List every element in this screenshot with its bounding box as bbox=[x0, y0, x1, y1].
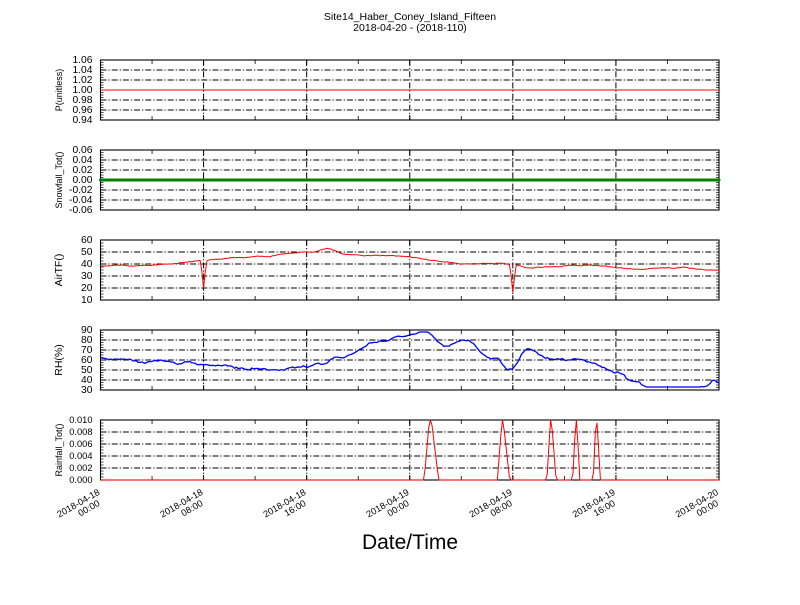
svg-text:2018-04-20 - (2018-110): 2018-04-20 - (2018-110) bbox=[353, 22, 467, 34]
svg-text:20: 20 bbox=[81, 283, 93, 294]
svg-text:30: 30 bbox=[81, 385, 93, 396]
svg-text:0.002: 0.002 bbox=[69, 463, 92, 473]
svg-text:RH(%): RH(%) bbox=[53, 344, 65, 376]
svg-text:Snowfall_Tot(): Snowfall_Tot() bbox=[54, 151, 64, 208]
svg-text:Date/Time: Date/Time bbox=[362, 531, 458, 554]
svg-text:40: 40 bbox=[81, 259, 93, 270]
svg-text:50: 50 bbox=[81, 247, 93, 258]
svg-text:0.008: 0.008 bbox=[69, 427, 92, 437]
svg-text:60: 60 bbox=[81, 235, 93, 246]
svg-text:Rainfall_Tot(): Rainfall_Tot() bbox=[54, 423, 64, 476]
svg-text:0.004: 0.004 bbox=[69, 451, 92, 461]
svg-text:10: 10 bbox=[81, 295, 93, 306]
svg-text:0.000: 0.000 bbox=[69, 475, 92, 485]
svg-text:AirTF(): AirTF() bbox=[53, 254, 65, 287]
svg-text:0.006: 0.006 bbox=[69, 439, 92, 449]
svg-text:P(unitless): P(unitless) bbox=[54, 69, 64, 112]
svg-text:0.010: 0.010 bbox=[69, 415, 92, 425]
svg-text:-0.06: -0.06 bbox=[69, 205, 93, 216]
svg-text:0.94: 0.94 bbox=[72, 115, 92, 126]
svg-text:30: 30 bbox=[81, 271, 93, 282]
